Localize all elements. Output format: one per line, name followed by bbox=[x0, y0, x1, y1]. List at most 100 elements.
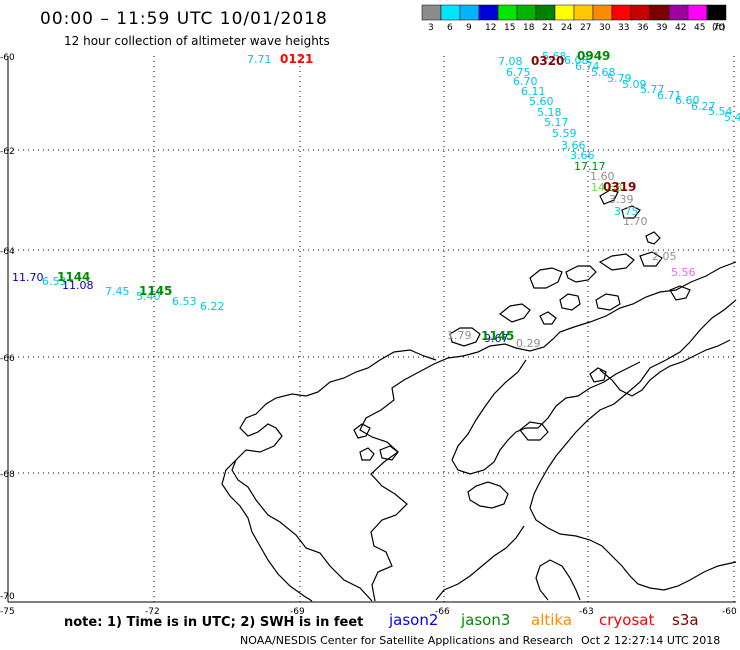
map-frame bbox=[7, 56, 736, 603]
legend-label: 70 bbox=[713, 23, 725, 33]
wave-height-label: 6.11 bbox=[521, 85, 546, 98]
wave-height-label: 5.18 bbox=[537, 106, 562, 119]
legend-label: 42 bbox=[675, 23, 686, 33]
wave-height-label: 6.08 bbox=[564, 54, 589, 67]
wave-height-label: 6.70 bbox=[513, 75, 538, 88]
legend-swatch bbox=[478, 4, 499, 21]
legend-swatch bbox=[630, 4, 651, 21]
wave-height-label: 6.60 bbox=[675, 94, 700, 107]
wave-height-label: 6.71 bbox=[657, 89, 682, 102]
coastline bbox=[221, 189, 737, 602]
wave-height-label: 5.40 bbox=[136, 290, 161, 303]
legend-swatch bbox=[687, 4, 708, 21]
wave-height-label: 6.27 bbox=[691, 100, 716, 113]
wave-height-label: 17.17 bbox=[574, 160, 606, 173]
legend-unit: (ft) bbox=[712, 23, 726, 33]
wave-height-label: 6.75 bbox=[506, 66, 531, 79]
credit-text: NOAA/NESDIS Center for Satellite Applica… bbox=[240, 634, 573, 647]
sat-legend-s3a: s3a bbox=[672, 611, 699, 629]
wave-height-label: 5.68 bbox=[542, 50, 567, 63]
pass-time-label: 0949 bbox=[577, 49, 610, 63]
wave-height-label: 5.56 bbox=[671, 266, 696, 279]
wave-height-label: 3.39 bbox=[609, 193, 634, 206]
wave-height-label: 6.22 bbox=[200, 300, 225, 313]
wave-height-label: 7.45 bbox=[105, 285, 130, 298]
timestamp-text: Oct 2 12:27:14 UTC 2018 bbox=[581, 634, 720, 647]
legend-swatch bbox=[554, 4, 575, 21]
wave-height-label: 11.08 bbox=[62, 279, 94, 292]
footer-note: note: 1) Time is in UTC; 2) SWH is in fe… bbox=[64, 615, 363, 630]
legend-label: 36 bbox=[637, 23, 649, 33]
lon-label: -63 bbox=[579, 607, 594, 617]
lon-label: -60 bbox=[722, 607, 737, 617]
map-subtitle: 12 hour collection of altimeter wave hei… bbox=[64, 34, 330, 48]
wave-height-label: 7.71 bbox=[247, 53, 272, 66]
pass-time-label: 1145 bbox=[481, 329, 514, 343]
wave-height-labels: 7.71 7.08 5.686.086.74 6.75 5.68 6.70 5.795.09… bbox=[12, 49, 740, 350]
legend-label: 12 bbox=[485, 23, 496, 33]
legend-swatch bbox=[649, 4, 670, 21]
pass-time-label: 0320 bbox=[531, 54, 564, 68]
wave-height-label: 3.75 bbox=[614, 205, 639, 218]
wave-height-label: 0.29 bbox=[516, 337, 541, 350]
legend-label: 18 bbox=[523, 23, 535, 33]
lat-label: -60 bbox=[0, 53, 15, 63]
wave-height-label: 5.79 bbox=[607, 72, 632, 85]
lon-label: -66 bbox=[435, 607, 450, 617]
legend-label: 3 bbox=[428, 23, 434, 33]
sat-legend-jason3: jason3 bbox=[460, 611, 510, 629]
lon-label: -69 bbox=[290, 607, 305, 617]
wave-height-label: 6.53 bbox=[42, 275, 67, 288]
lat-label: -62 bbox=[0, 147, 15, 157]
pass-time-label: 0319 bbox=[603, 180, 636, 194]
wave-height-label: 5.09 bbox=[622, 78, 647, 91]
wave-height-label: 5.17 bbox=[544, 116, 569, 129]
lon-label: -75 bbox=[0, 607, 15, 617]
legend-swatch bbox=[440, 4, 461, 21]
wave-height-label: 3.66 bbox=[570, 149, 595, 162]
sat-legend-cryosat: cryosat bbox=[599, 611, 654, 629]
wave-height-label: 1.60 bbox=[590, 170, 615, 183]
lat-label: -70 bbox=[0, 592, 15, 602]
legend-label: 15 bbox=[504, 23, 515, 33]
wave-height-label: 3.66 bbox=[561, 139, 586, 152]
wave-height-label: 5.77 bbox=[640, 83, 665, 96]
wave-height-label: 5.60 bbox=[529, 95, 554, 108]
legend-label: 24 bbox=[561, 23, 573, 33]
legend-swatch bbox=[668, 4, 689, 21]
legend-swatch bbox=[592, 4, 613, 21]
map-title: 00:00 – 11:59 UTC 10/01/2018 bbox=[40, 9, 328, 29]
wave-height-label: 2.05 bbox=[652, 250, 677, 263]
lon-label: -72 bbox=[145, 607, 160, 617]
wave-height-label: 5.54 bbox=[708, 105, 733, 118]
legend-swatch bbox=[459, 4, 480, 21]
wave-height-label: 14.63 bbox=[591, 181, 623, 194]
legend-label: 30 bbox=[599, 23, 611, 33]
wave-height-label: 1.79 bbox=[447, 329, 472, 342]
lat-label: -66 bbox=[0, 354, 15, 364]
wave-height-label: 6.74 bbox=[575, 60, 600, 73]
legend-label: 45 bbox=[694, 23, 705, 33]
legend-swatch bbox=[516, 4, 537, 21]
legend-label: 39 bbox=[656, 23, 668, 33]
lat-label: -68 bbox=[0, 470, 15, 480]
wave-height-label: 5.68 bbox=[591, 66, 616, 79]
legend-label: 21 bbox=[542, 23, 553, 33]
pass-time-label: 1144 bbox=[57, 270, 90, 284]
lat-label: -64 bbox=[0, 247, 15, 257]
wave-height-label: 6.53 bbox=[172, 295, 197, 308]
wave-height-label: 5.4 bbox=[724, 111, 740, 124]
sat-legend-jason2: jason2 bbox=[388, 611, 438, 629]
legend-label: 27 bbox=[580, 23, 591, 33]
legend-label: 33 bbox=[618, 23, 629, 33]
legend-swatch bbox=[497, 4, 518, 21]
wave-height-label: 7.08 bbox=[498, 55, 523, 68]
color-scale-legend: 3 6 9 12 15 18 21 24 27 30 33 36 39 42 45 70 bbox=[421, 4, 727, 33]
wave-height-label: 1.70 bbox=[623, 215, 648, 228]
legend-swatch bbox=[706, 4, 727, 21]
pass-time-label: 1145 bbox=[139, 284, 172, 298]
wave-height-label: 9.67 bbox=[484, 332, 509, 345]
legend-swatch bbox=[573, 4, 594, 21]
legend-swatch bbox=[535, 4, 556, 21]
